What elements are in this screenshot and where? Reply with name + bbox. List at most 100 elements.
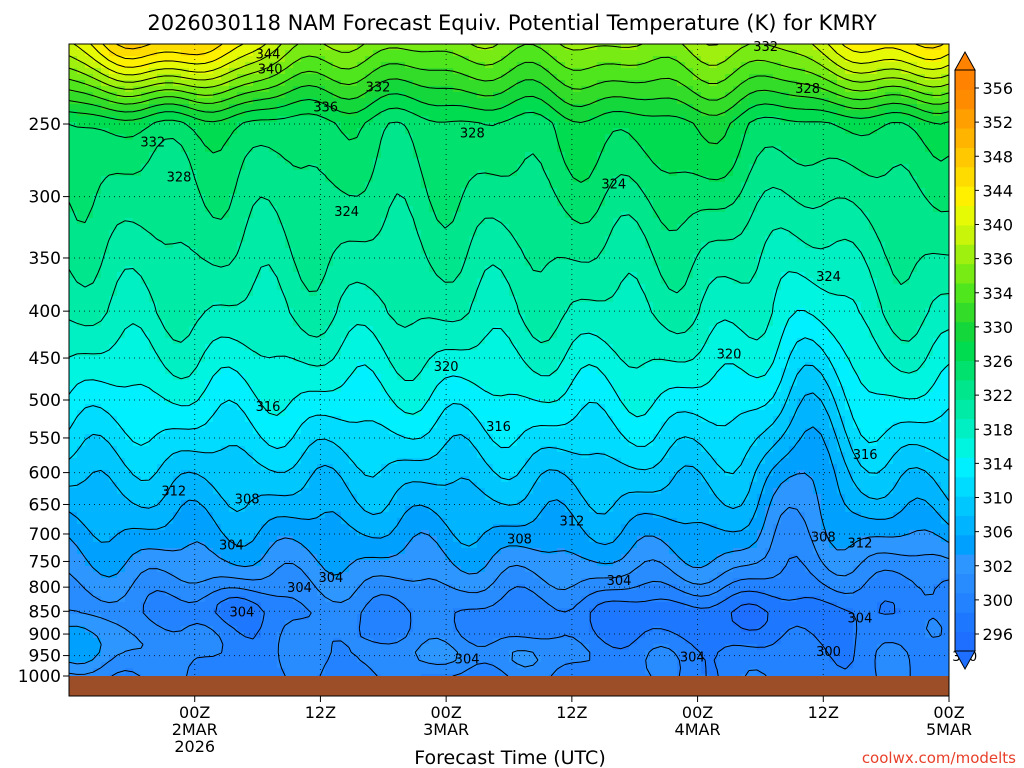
field-cell bbox=[85, 80, 94, 87]
field-cell bbox=[621, 74, 630, 81]
field-cell bbox=[557, 110, 566, 117]
field-cell bbox=[373, 236, 382, 243]
field-cell bbox=[765, 152, 774, 159]
field-cell bbox=[461, 248, 470, 255]
field-cell bbox=[805, 296, 814, 303]
field-cell bbox=[341, 164, 350, 171]
field-cell bbox=[77, 230, 86, 237]
field-cell bbox=[453, 128, 462, 135]
field-cell bbox=[381, 200, 390, 207]
field-cell bbox=[845, 236, 854, 243]
field-cell bbox=[309, 188, 318, 195]
field-cell bbox=[293, 302, 302, 309]
field-cell bbox=[501, 104, 510, 111]
field-cell bbox=[741, 242, 750, 249]
field-cell bbox=[181, 170, 190, 177]
field-cell bbox=[757, 92, 766, 99]
field-cell bbox=[173, 50, 182, 57]
field-cell bbox=[341, 56, 350, 63]
field-cell bbox=[717, 116, 726, 123]
field-cell bbox=[477, 290, 486, 297]
field-cell bbox=[221, 44, 230, 51]
field-cell bbox=[69, 146, 78, 153]
field-cell bbox=[157, 110, 166, 117]
field-cell bbox=[677, 200, 686, 207]
field-cell bbox=[261, 92, 270, 99]
field-cell bbox=[85, 44, 94, 51]
field-cell bbox=[85, 314, 94, 321]
field-cell bbox=[237, 302, 246, 309]
field-cell bbox=[357, 236, 366, 243]
field-cell bbox=[125, 272, 134, 279]
field-cell bbox=[661, 104, 670, 111]
field-cell bbox=[925, 62, 934, 69]
field-cell bbox=[93, 146, 102, 153]
field-cell bbox=[893, 194, 902, 201]
field-cell bbox=[565, 206, 574, 213]
field-cell bbox=[141, 56, 150, 63]
field-cell bbox=[309, 230, 318, 237]
field-cell bbox=[477, 296, 486, 303]
field-cell bbox=[309, 62, 318, 69]
field-cell bbox=[693, 278, 702, 285]
field-cell bbox=[893, 278, 902, 285]
field-cell bbox=[821, 98, 830, 105]
field-cell bbox=[93, 314, 102, 321]
field-cell bbox=[853, 140, 862, 147]
field-cell bbox=[253, 206, 262, 213]
field-cell bbox=[709, 116, 718, 123]
field-cell bbox=[877, 104, 886, 111]
field-cell bbox=[541, 110, 550, 117]
field-cell bbox=[573, 278, 582, 285]
field-cell bbox=[853, 248, 862, 255]
field-cell bbox=[549, 50, 558, 57]
field-cell bbox=[173, 98, 182, 105]
field-cell bbox=[101, 62, 110, 69]
field-cell bbox=[621, 86, 630, 93]
field-cell bbox=[405, 182, 414, 189]
field-cell bbox=[605, 200, 614, 207]
field-cell bbox=[821, 206, 830, 213]
field-cell bbox=[357, 254, 366, 261]
field-cell bbox=[405, 284, 414, 291]
field-cell bbox=[357, 296, 366, 303]
field-cell bbox=[421, 62, 430, 69]
field-cell bbox=[941, 188, 949, 195]
field-cell bbox=[477, 278, 486, 285]
field-cell bbox=[877, 164, 886, 171]
field-cell bbox=[509, 92, 518, 99]
field-cell bbox=[453, 182, 462, 189]
field-cell bbox=[885, 254, 894, 261]
field-cell bbox=[797, 140, 806, 147]
field-cell bbox=[469, 140, 478, 147]
field-cell bbox=[485, 200, 494, 207]
field-cell bbox=[85, 266, 94, 273]
field-cell bbox=[357, 272, 366, 279]
field-cell bbox=[69, 200, 78, 207]
field-cell bbox=[141, 128, 150, 135]
field-cell bbox=[85, 212, 94, 219]
field-cell bbox=[797, 92, 806, 99]
field-cell bbox=[413, 152, 422, 159]
field-cell bbox=[373, 80, 382, 87]
field-cell bbox=[309, 296, 318, 303]
field-cell bbox=[733, 122, 742, 129]
field-cell bbox=[189, 86, 198, 93]
field-cell bbox=[589, 68, 598, 75]
field-cell bbox=[261, 44, 270, 51]
field-cell bbox=[93, 206, 102, 213]
field-cell bbox=[285, 212, 294, 219]
field-cell bbox=[941, 68, 949, 75]
field-cell bbox=[85, 134, 94, 141]
field-cell bbox=[557, 206, 566, 213]
field-cell bbox=[485, 224, 494, 231]
field-cell bbox=[589, 302, 598, 309]
field-cell bbox=[413, 86, 422, 93]
field-cell bbox=[293, 56, 302, 63]
field-cell bbox=[661, 56, 670, 63]
field-cell bbox=[917, 92, 926, 99]
field-cell bbox=[613, 170, 622, 177]
field-cell bbox=[397, 212, 406, 219]
field-cell bbox=[261, 314, 270, 321]
field-cell bbox=[869, 110, 878, 117]
